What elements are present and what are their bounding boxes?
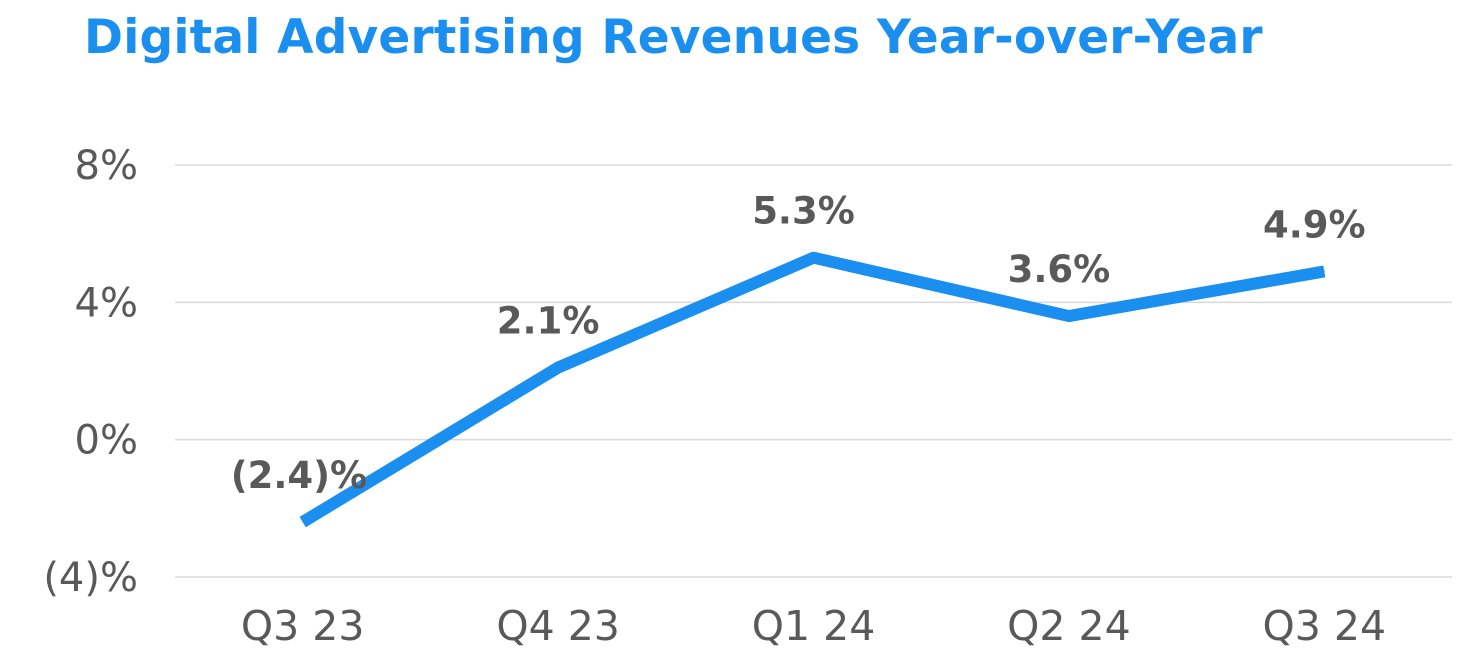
data-label: 5.3% xyxy=(752,190,855,233)
data-point xyxy=(1323,270,1325,272)
x-axis-ticks: Q3 23 Q4 23 Q1 24 Q2 24 Q3 24 xyxy=(241,602,1386,648)
series-line-layer xyxy=(299,251,1326,528)
data-point xyxy=(1068,315,1070,317)
y-axis-ticks: 8% 4% 0% (4)% xyxy=(43,143,138,601)
data-labels: (2.4)% 2.1% 5.3% 3.6% 4.9% xyxy=(231,190,1366,497)
x-tick-label: Q3 24 xyxy=(1263,602,1387,648)
chart-title: Digital Advertising Revenues Year-over-Y… xyxy=(84,10,1263,65)
data-label: 3.6% xyxy=(1008,248,1111,291)
data-point xyxy=(302,521,304,523)
y-tick-label: 4% xyxy=(75,280,138,326)
series-line xyxy=(299,251,1326,528)
y-tick-label: (4)% xyxy=(43,555,138,601)
gridlines xyxy=(175,164,1452,578)
data-point xyxy=(557,367,559,369)
y-tick-label: 8% xyxy=(75,143,138,189)
data-point xyxy=(813,257,814,259)
x-tick-label: Q1 24 xyxy=(752,602,876,648)
x-tick-label: Q2 24 xyxy=(1007,602,1131,648)
data-label: (2.4)% xyxy=(231,454,367,497)
data-label: 2.1% xyxy=(497,300,600,343)
x-tick-label: Q3 23 xyxy=(241,602,365,648)
x-tick-label: Q4 23 xyxy=(496,602,620,648)
data-label: 4.9% xyxy=(1263,203,1366,246)
y-tick-label: 0% xyxy=(75,418,138,464)
